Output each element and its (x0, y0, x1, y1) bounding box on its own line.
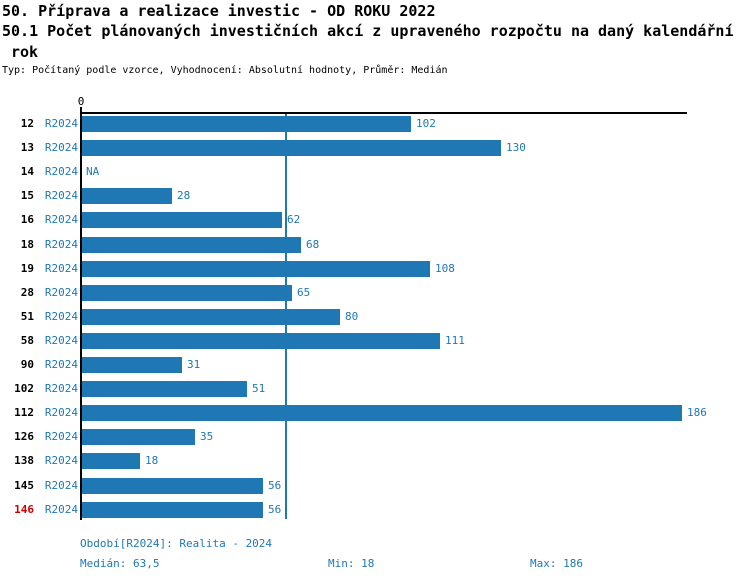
category-label: 19 (20, 261, 34, 275)
value-label: 102 (416, 117, 436, 130)
category-label: 18 (20, 237, 34, 251)
bar (82, 453, 140, 470)
bar (82, 308, 340, 325)
value-label: 111 (445, 333, 465, 347)
report-title-line3: rok (11, 43, 39, 61)
value-label: 51 (252, 382, 266, 396)
category-label: 126 (14, 430, 34, 444)
value-label: 28 (177, 189, 191, 203)
bar (82, 260, 430, 277)
bar (82, 477, 263, 494)
series-period-label: R2024 (44, 454, 78, 468)
series-period-label: R2024 (44, 358, 78, 371)
bar (82, 381, 247, 398)
series-period-label: R2024 (44, 333, 78, 347)
footer-min-label: Min: 18 (328, 557, 375, 570)
bar (82, 140, 501, 157)
series-period-label: R2024 (44, 285, 78, 299)
series-period-label: R2024 (44, 117, 78, 130)
bar (82, 284, 292, 301)
series-period-label: R2024 (44, 237, 78, 251)
bar (82, 429, 195, 446)
value-label: 68 (306, 237, 320, 251)
series-period-label: R2024 (44, 430, 78, 444)
footer-max-label: Max: 186 (530, 557, 583, 570)
value-label: 18 (145, 454, 159, 468)
value-label: 80 (345, 309, 359, 323)
report-title-line2: 50.1 Počet plánovaných investičních akcí… (2, 22, 734, 40)
series-period-label: R2024 (44, 309, 78, 323)
category-label: 90 (20, 358, 34, 371)
category-label: 16 (20, 213, 34, 227)
bar (82, 116, 411, 132)
value-label: 65 (297, 285, 311, 299)
series-period-label: R2024 (44, 141, 78, 155)
bar (82, 357, 182, 373)
category-label: 138 (14, 454, 34, 468)
y-axis-line (80, 107, 82, 520)
footer-period-label: Období[R2024]: Realita - 2024 (80, 537, 273, 550)
series-period-label: R2024 (44, 213, 78, 227)
series-period-label: R2024 (44, 406, 78, 420)
x-axis-line (80, 112, 687, 114)
series-period-label: R2024 (44, 165, 78, 179)
category-label: 102 (14, 382, 34, 396)
report-title-line1: 50. Příprava a realizace investic - OD R… (2, 2, 436, 20)
series-period-label: R2024 (44, 502, 78, 516)
category-label: 112 (14, 406, 34, 420)
report-meta-line: Typ: Počítaný podle vzorce, Vyhodnocení:… (2, 65, 448, 76)
category-label: 14 (20, 165, 34, 179)
bar (82, 212, 282, 229)
x-axis-origin-tick-label: 0 (77, 95, 85, 108)
series-period-label: R2024 (44, 478, 78, 492)
category-label: 51 (20, 309, 34, 323)
bar (82, 501, 263, 518)
bar (82, 236, 301, 253)
value-label: 130 (506, 141, 526, 155)
value-label: 62 (287, 213, 301, 227)
category-label: 146 (14, 502, 34, 516)
bar (82, 332, 440, 349)
value-label: 108 (435, 261, 455, 275)
value-label: 35 (200, 430, 214, 444)
category-label: 13 (20, 141, 34, 155)
series-period-label: R2024 (44, 189, 78, 203)
category-label: 28 (20, 285, 34, 299)
footer-median-label: Medián: 63,5 (80, 557, 160, 570)
value-label: 56 (268, 478, 282, 492)
category-label: 15 (20, 189, 34, 203)
series-period-label: R2024 (44, 382, 78, 396)
value-label: 186 (687, 406, 707, 420)
category-label: 58 (20, 333, 34, 347)
value-label: 31 (187, 358, 201, 371)
series-period-label: R2024 (44, 261, 78, 275)
category-label: 12 (20, 117, 34, 130)
bar (82, 405, 682, 422)
value-label: 56 (268, 502, 282, 516)
category-label: 145 (14, 478, 34, 492)
na-value-label: NA (86, 165, 100, 179)
bar (82, 188, 172, 205)
